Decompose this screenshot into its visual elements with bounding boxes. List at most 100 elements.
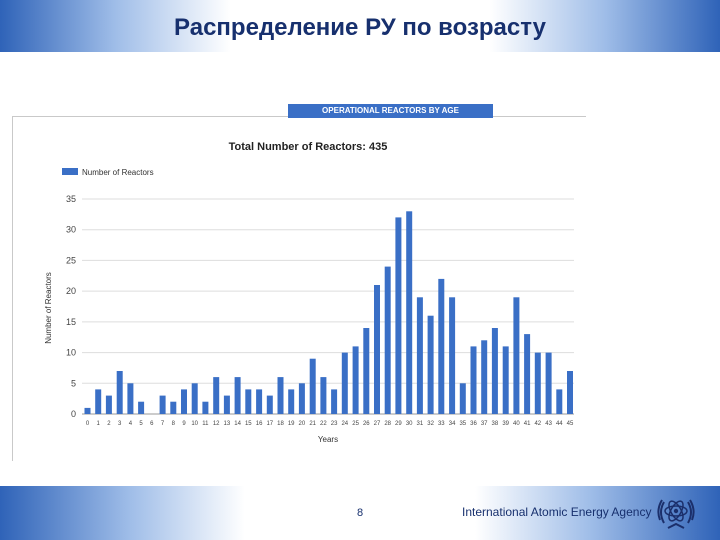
x-tick-label: 1 xyxy=(97,421,101,427)
x-tick-label: 39 xyxy=(502,421,509,427)
y-tick-label: 30 xyxy=(66,225,76,235)
x-tick-label: 34 xyxy=(449,421,456,427)
x-tick-label: 13 xyxy=(224,421,231,427)
x-tick-label: 9 xyxy=(182,421,186,427)
y-tick-label: 20 xyxy=(66,286,76,296)
bar-13 xyxy=(223,395,230,414)
bar-4 xyxy=(127,383,134,414)
legend-swatch xyxy=(62,168,78,175)
y-tick-label: 0 xyxy=(71,409,76,419)
x-tick-label: 42 xyxy=(534,421,541,427)
bar-21 xyxy=(309,358,316,414)
x-tick-label: 8 xyxy=(172,421,176,427)
chart-header: OPERATIONAL REACTORS BY AGE xyxy=(288,104,493,118)
bar-25 xyxy=(352,346,359,414)
bar-20 xyxy=(298,383,305,414)
x-tick-label: 21 xyxy=(309,421,316,427)
x-axis-label: Years xyxy=(318,435,338,444)
bar-0 xyxy=(84,407,91,414)
x-tick-label: 18 xyxy=(277,421,284,427)
y-tick-label: 5 xyxy=(71,378,76,388)
x-tick-label: 28 xyxy=(384,421,391,427)
y-tick-label: 10 xyxy=(66,348,76,358)
bar-2 xyxy=(105,395,112,414)
bar-37 xyxy=(481,340,488,414)
bar-19 xyxy=(288,389,295,414)
x-tick-label: 33 xyxy=(438,421,445,427)
bar-24 xyxy=(341,352,348,414)
bar-7 xyxy=(159,395,166,414)
y-axis-label: Number of Reactors xyxy=(44,272,53,344)
bar-31 xyxy=(416,297,423,414)
bar-3 xyxy=(116,371,123,414)
x-tick-label: 23 xyxy=(331,421,338,427)
x-tick-label: 2 xyxy=(107,421,111,427)
x-tick-label: 35 xyxy=(459,421,466,427)
x-tick-label: 29 xyxy=(395,421,402,427)
x-tick-label: 40 xyxy=(513,421,520,427)
x-tick-label: 7 xyxy=(161,421,165,427)
bar-5 xyxy=(138,401,145,414)
y-tick-label: 15 xyxy=(66,317,76,327)
x-tick-label: 17 xyxy=(266,421,273,427)
bar-35 xyxy=(459,383,466,414)
bar-8 xyxy=(170,401,177,414)
x-tick-label: 36 xyxy=(470,421,477,427)
bar-39 xyxy=(502,346,509,414)
x-tick-label: 12 xyxy=(213,421,220,427)
bar-42 xyxy=(534,352,541,414)
bar-22 xyxy=(320,377,327,414)
x-tick-label: 10 xyxy=(191,421,198,427)
x-tick-label: 37 xyxy=(481,421,488,427)
bar-32 xyxy=(427,315,434,414)
bar-45 xyxy=(567,371,573,414)
bar-18 xyxy=(277,377,284,414)
x-tick-label: 19 xyxy=(288,421,295,427)
bar-14 xyxy=(234,377,241,414)
chart-title: Total Number of Reactors: 435 xyxy=(229,141,388,153)
bar-38 xyxy=(491,328,498,414)
x-tick-label: 25 xyxy=(352,421,359,427)
x-tick-label: 3 xyxy=(118,421,122,427)
bar-26 xyxy=(363,328,370,414)
x-tick-label: 6 xyxy=(150,421,154,427)
x-tick-label: 11 xyxy=(202,421,209,427)
bar-27 xyxy=(374,285,380,414)
x-tick-label: 5 xyxy=(139,421,143,427)
footer-band xyxy=(0,486,720,540)
title-band xyxy=(0,0,720,52)
bar-15 xyxy=(245,389,252,414)
x-tick-label: 41 xyxy=(524,421,531,427)
page-number: 8 xyxy=(356,507,364,519)
x-tick-label: 4 xyxy=(129,421,133,427)
bar-9 xyxy=(181,389,187,414)
bar-33 xyxy=(438,278,445,414)
bar-41 xyxy=(524,334,531,414)
bar-28 xyxy=(384,266,391,414)
iaea-logo-icon xyxy=(657,499,695,529)
bar-34 xyxy=(449,297,456,414)
x-tick-label: 30 xyxy=(406,421,413,427)
bar-29 xyxy=(395,217,402,414)
x-tick-label: 0 xyxy=(86,421,90,427)
x-tick-label: 16 xyxy=(256,421,263,427)
organization-name: International Atomic Energy Agency xyxy=(462,505,652,519)
bar-43 xyxy=(545,352,552,414)
bar-30 xyxy=(406,211,413,414)
bar-36 xyxy=(470,346,477,414)
x-tick-label: 24 xyxy=(341,421,348,427)
y-tick-label: 35 xyxy=(66,194,76,204)
x-tick-label: 38 xyxy=(492,421,499,427)
bar-44 xyxy=(556,389,563,414)
x-tick-label: 14 xyxy=(234,421,241,427)
slide-title: Распределение РУ по возрасту xyxy=(174,14,546,41)
bar-23 xyxy=(331,389,338,414)
bar-40 xyxy=(513,297,520,414)
x-tick-label: 45 xyxy=(567,421,574,427)
legend-label: Number of Reactors xyxy=(82,168,154,177)
bar-10 xyxy=(191,383,198,414)
y-tick-label: 25 xyxy=(66,255,76,265)
x-tick-label: 26 xyxy=(363,421,370,427)
bar-11 xyxy=(202,401,209,414)
